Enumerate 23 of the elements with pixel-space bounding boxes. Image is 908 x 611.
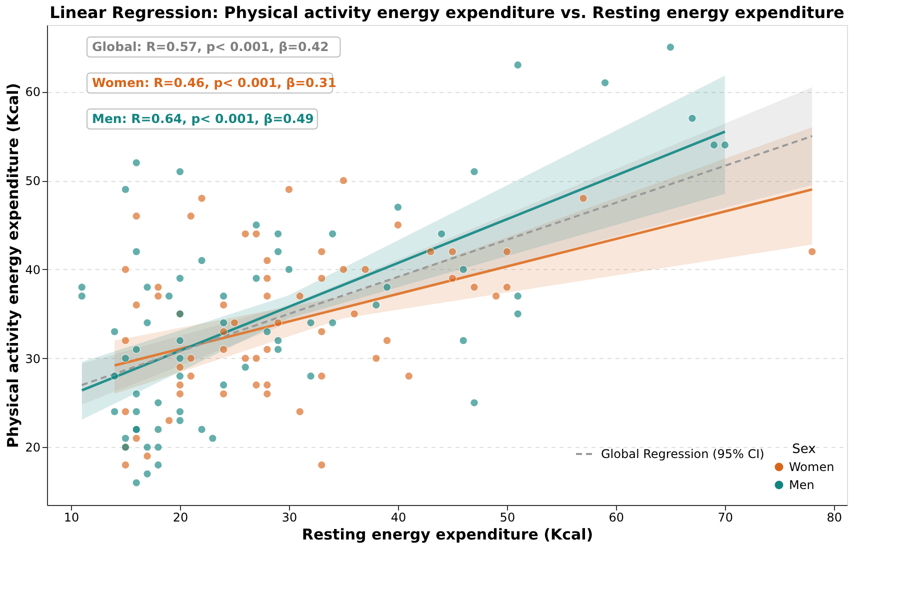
x-tick-label: 20	[172, 510, 188, 524]
y-tick-label: 20	[25, 440, 40, 455]
y-tick-label: 60	[25, 85, 40, 100]
y-tick-label: 50	[25, 174, 40, 188]
annotation: Men: R=0.64, p< 0.001, β=0.49	[92, 111, 314, 126]
y-tick-label: 40	[25, 262, 40, 277]
x-tick-label: 70	[718, 510, 734, 524]
annotation: Global: R=0.57, p< 0.001, β=0.42	[92, 39, 329, 54]
y-tick-label: 30	[25, 352, 40, 366]
legend-title: Sex	[792, 442, 816, 457]
x-tick-label: 10	[64, 510, 80, 524]
legend-label: Women	[789, 460, 834, 474]
x-axis-title: Resting energy expenditure (Kcal)	[302, 526, 594, 544]
annotation: Women: R=0.46, p< 0.001, β=0.31	[92, 75, 336, 90]
legend-label: Global Regression (95% CI)	[601, 447, 764, 461]
legend-label: Men	[789, 478, 814, 492]
x-tick-label: 50	[500, 510, 516, 524]
y-axis-title: Physical activity energy expenditure (Kcal)	[4, 83, 22, 448]
x-tick-label: 80	[826, 510, 842, 524]
x-tick-label: 40	[390, 510, 406, 524]
chart-title: Linear Regression: Physical activity energy expenditure vs. Resting energy expenditure	[50, 3, 845, 22]
x-tick-label: 30	[282, 510, 298, 524]
x-tick-label: 60	[608, 510, 624, 524]
